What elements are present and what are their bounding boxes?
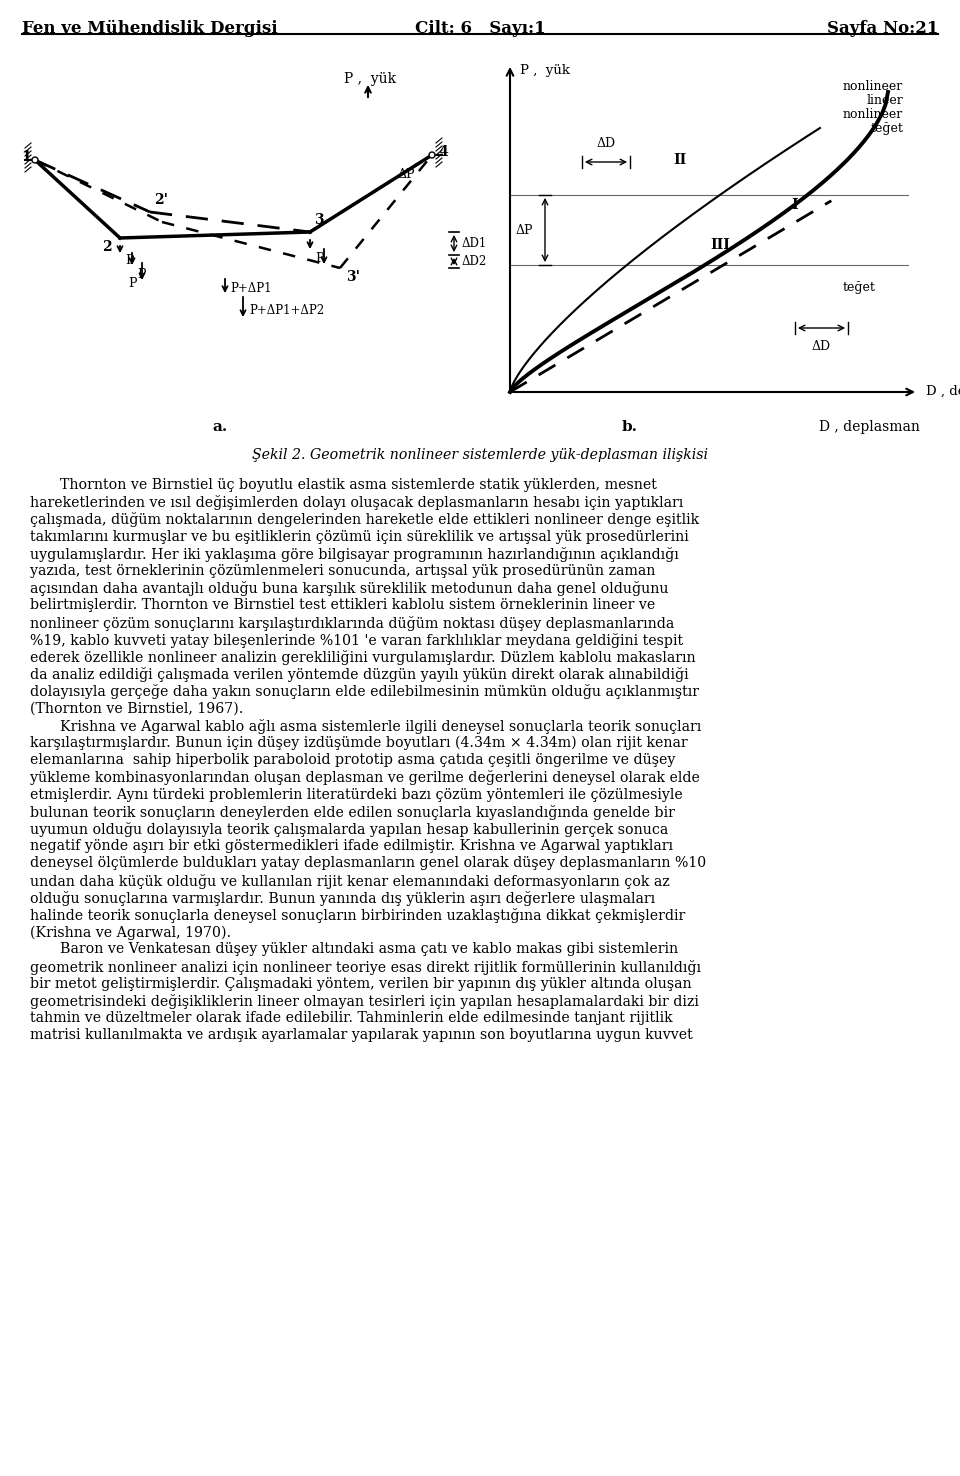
Text: 4: 4 <box>438 145 447 159</box>
Text: (Krishna ve Agarwal, 1970).: (Krishna ve Agarwal, 1970). <box>30 925 231 940</box>
Text: geometrisindeki değişikliklerin lineer olmayan tesirleri için yapılan hesaplamal: geometrisindeki değişikliklerin lineer o… <box>30 993 699 1010</box>
Text: Sayfa No:21: Sayfa No:21 <box>827 21 938 37</box>
Text: 3: 3 <box>314 213 324 227</box>
Text: yazıda, test örneklerinin çözümlenmeleri sonucunda, artışsal yük prosedürünün za: yazıda, test örneklerinin çözümlenmeleri… <box>30 564 656 579</box>
Text: a.: a. <box>212 421 228 434</box>
Text: Krishna ve Agarwal kablo ağlı asma sistemlerle ilgili deneysel sonuçlarla teorik: Krishna ve Agarwal kablo ağlı asma siste… <box>60 719 701 734</box>
Text: takımlarını kurmuşlar ve bu eşitliklerin çözümü için süreklilik ve artışsal yük : takımlarını kurmuşlar ve bu eşitliklerin… <box>30 530 688 543</box>
Text: elemanlarına  sahip hiperbolik paraboloid prototip asma çatıda çeşitli öngerilme: elemanlarına sahip hiperbolik paraboloid… <box>30 753 676 768</box>
Text: açısından daha avantajlı olduğu buna karşılık süreklilik metodunun daha genel ol: açısından daha avantajlı olduğu buna kar… <box>30 582 668 596</box>
Text: P ,  yük: P , yük <box>344 72 396 86</box>
Text: ΔP: ΔP <box>516 223 533 236</box>
Text: D , deplasman: D , deplasman <box>819 421 920 434</box>
Text: Fen ve Mühendislik Dergisi: Fen ve Mühendislik Dergisi <box>22 21 277 37</box>
Text: ΔP: ΔP <box>398 168 416 182</box>
Text: negatif yönde aşırı bir etki göstermedikleri ifade edilmiştir. Krishna ve Agarwa: negatif yönde aşırı bir etki göstermedik… <box>30 840 673 853</box>
Circle shape <box>429 152 435 158</box>
Text: ΔD2: ΔD2 <box>462 255 488 269</box>
Text: deneysel ölçümlerde buldukları yatay deplasmanların genel olarak düşey deplasman: deneysel ölçümlerde buldukları yatay dep… <box>30 856 707 871</box>
Text: dolayısıyla gerçeğe daha yakın sonuçların elde edilebilmesinin mümkün olduğu açı: dolayısıyla gerçeğe daha yakın sonuçları… <box>30 685 699 700</box>
Text: teğet: teğet <box>870 123 903 134</box>
Text: Baron ve Venkatesan düşey yükler altındaki asma çatı ve kablo makas gibi sisteml: Baron ve Venkatesan düşey yükler altında… <box>60 942 678 956</box>
Text: Şekil 2. Geometrik nonlineer sistemlerde yük-deplasman ilişkisi: Şekil 2. Geometrik nonlineer sistemlerde… <box>252 449 708 462</box>
Text: etmişlerdir. Aynı türdeki problemlerin literatürdeki bazı çözüm yöntemleri ile ç: etmişlerdir. Aynı türdeki problemlerin l… <box>30 788 683 801</box>
Text: Cilt: 6   Sayı:1: Cilt: 6 Sayı:1 <box>415 21 545 37</box>
Text: P: P <box>137 267 146 280</box>
Text: karşılaştırmışlardır. Bunun için düşey izdüşümde boyutları (4.34m × 4.34m) olan : karşılaştırmışlardır. Bunun için düşey i… <box>30 737 687 750</box>
Text: 2': 2' <box>154 193 168 207</box>
Text: teğet: teğet <box>842 282 875 295</box>
Text: Thornton ve Birnstiel üç boyutlu elastik asma sistemlerde statik yüklerden, mesn: Thornton ve Birnstiel üç boyutlu elastik… <box>60 478 657 492</box>
Text: çalışmada, düğüm noktalarının dengelerinden hareketle elde ettikleri nonlineer d: çalışmada, düğüm noktalarının dengelerin… <box>30 512 699 527</box>
Text: (Thornton ve Birnstiel, 1967).: (Thornton ve Birnstiel, 1967). <box>30 701 244 716</box>
Text: I: I <box>792 198 799 213</box>
Text: hareketlerinden ve ısıl değişimlerden dolayı oluşacak deplasmanların hesabı için: hareketlerinden ve ısıl değişimlerden do… <box>30 496 684 511</box>
Text: nonlineer: nonlineer <box>843 108 903 121</box>
Text: P: P <box>125 254 133 267</box>
Text: olduğu sonuçlarına varmışlardır. Bunun yanında dış yüklerin aşırı değerlere ulaş: olduğu sonuçlarına varmışlardır. Bunun y… <box>30 892 655 906</box>
Text: P: P <box>128 277 136 289</box>
Text: ΔD: ΔD <box>596 137 615 151</box>
Circle shape <box>32 156 38 162</box>
Text: 1: 1 <box>21 151 31 164</box>
Text: bir metot geliştirmişlerdir. Çalışmadaki yöntem, verilen bir yapının dış yükler : bir metot geliştirmişlerdir. Çalışmadaki… <box>30 977 691 990</box>
Text: P+ΔP1: P+ΔP1 <box>230 282 272 295</box>
Text: %19, kablo kuvveti yatay bileşenlerinde %101 'e varan farklılıklar meydana geldi: %19, kablo kuvveti yatay bileşenlerinde … <box>30 633 684 648</box>
Text: D , deplasman: D , deplasman <box>926 385 960 399</box>
Text: P+ΔP1+ΔP2: P+ΔP1+ΔP2 <box>249 304 324 316</box>
Text: II: II <box>673 154 686 167</box>
Text: uygulamışlardır. Her iki yaklaşıma göre bilgisayar programının hazırlandığının a: uygulamışlardır. Her iki yaklaşıma göre … <box>30 546 679 562</box>
Text: belirtmişlerdir. Thornton ve Birnstiel test ettikleri kablolu sistem örneklerini: belirtmişlerdir. Thornton ve Birnstiel t… <box>30 598 656 613</box>
Text: tahmin ve düzeltmeler olarak ifade edilebilir. Tahminlerin elde edilmesinde tanj: tahmin ve düzeltmeler olarak ifade edile… <box>30 1011 673 1026</box>
Text: lineer: lineer <box>866 94 903 106</box>
Text: 2: 2 <box>103 241 112 254</box>
Text: yükleme kombinasyonlarından oluşan deplasman ve gerilme değerlerini deneysel ola: yükleme kombinasyonlarından oluşan depla… <box>30 770 700 785</box>
Text: geometrik nonlineer analizi için nonlineer teoriye esas direkt rijitlik formülle: geometrik nonlineer analizi için nonline… <box>30 959 701 974</box>
Text: 3': 3' <box>346 270 360 283</box>
Text: undan daha küçük olduğu ve kullanılan rijit kenar elemanındaki deformasyonların : undan daha küçük olduğu ve kullanılan ri… <box>30 874 670 889</box>
Text: b.: b. <box>622 421 638 434</box>
Text: ΔD: ΔD <box>812 339 831 353</box>
Text: nonlineer çözüm sonuçlarını karşılaştırdıklarında düğüm noktası düşey deplasmanl: nonlineer çözüm sonuçlarını karşılaştırd… <box>30 615 674 630</box>
Text: uyumun olduğu dolayısıyla teorik çalışmalarda yapılan hesap kabullerinin gerçek : uyumun olduğu dolayısıyla teorik çalışma… <box>30 822 668 837</box>
Text: bulunan teorik sonuçların deneylerden elde edilen sonuçlarla kıyaslandığında gen: bulunan teorik sonuçların deneylerden el… <box>30 804 675 819</box>
Text: III: III <box>710 238 730 252</box>
Text: P: P <box>315 251 324 264</box>
Text: da analiz edildiği çalışmada verilen yöntemde düzgün yayılı yükün direkt olarak : da analiz edildiği çalışmada verilen yön… <box>30 667 688 682</box>
Text: ΔD1: ΔD1 <box>462 238 488 249</box>
Text: ederek özellikle nonlineer analizin gerekliliğini vurgulamışlardır. Düzlem kablo: ederek özellikle nonlineer analizin gere… <box>30 649 696 666</box>
Text: P ,  yük: P , yük <box>520 63 570 77</box>
Text: matrisi kullanılmakta ve ardışık ayarlamalar yapılarak yapının son boyutlarına u: matrisi kullanılmakta ve ardışık ayarlam… <box>30 1029 693 1042</box>
Text: nonlineer: nonlineer <box>843 80 903 93</box>
Text: halinde teorik sonuçlarla deneysel sonuçların birbirinden uzaklaştığına dikkat ç: halinde teorik sonuçlarla deneysel sonuç… <box>30 908 685 922</box>
